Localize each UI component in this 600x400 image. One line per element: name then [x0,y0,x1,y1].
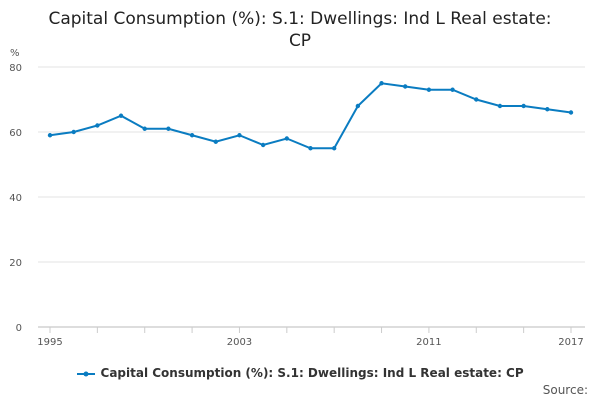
data-point [379,81,384,86]
x-tick-label: 2003 [227,337,252,348]
data-point [142,126,147,131]
data-point [426,87,432,92]
data-point [213,139,218,144]
chart-title-line-2: CP [288,31,312,51]
data-point [237,133,242,138]
data-point [47,133,53,138]
chart-title-line-1: Capital Consumption (%): S.1: Dwellings:… [48,9,552,29]
data-point [450,87,455,92]
data-point [331,146,337,151]
data-point [95,123,100,128]
source-label: Source: [542,383,588,397]
x-tick-label: 2011 [416,337,441,348]
data-point [545,107,550,112]
y-tick-label: 40 [9,193,22,204]
y-tick-label: 20 [9,258,22,269]
series-line [49,82,572,150]
data-point [403,84,408,89]
data-point [71,129,76,135]
data-point [284,136,290,141]
legend-marker-icon [77,371,96,376]
x-tick-label: 1995 [37,337,62,348]
data-point [189,133,195,138]
legend-label: Capital Consumption (%): S.1: Dwellings:… [100,366,524,380]
data-point [118,113,124,118]
y-tick-label: 60 [9,128,22,139]
legend[interactable]: Capital Consumption (%): S.1: Dwellings:… [0,366,600,380]
data-point [568,110,574,115]
data-point [308,146,313,151]
data-point [497,103,503,109]
x-tick-label: 2017 [558,337,583,348]
data-point [521,103,526,109]
chart-title: Capital Consumption (%): S.1: Dwellings:… [0,8,600,52]
data-point [474,97,479,102]
data-point [260,142,266,148]
y-tick-label: 80 [9,63,22,74]
data-point [166,126,171,131]
y-axis-label: % [10,48,20,59]
data-point [355,103,361,109]
y-tick-label: 0 [16,323,22,334]
